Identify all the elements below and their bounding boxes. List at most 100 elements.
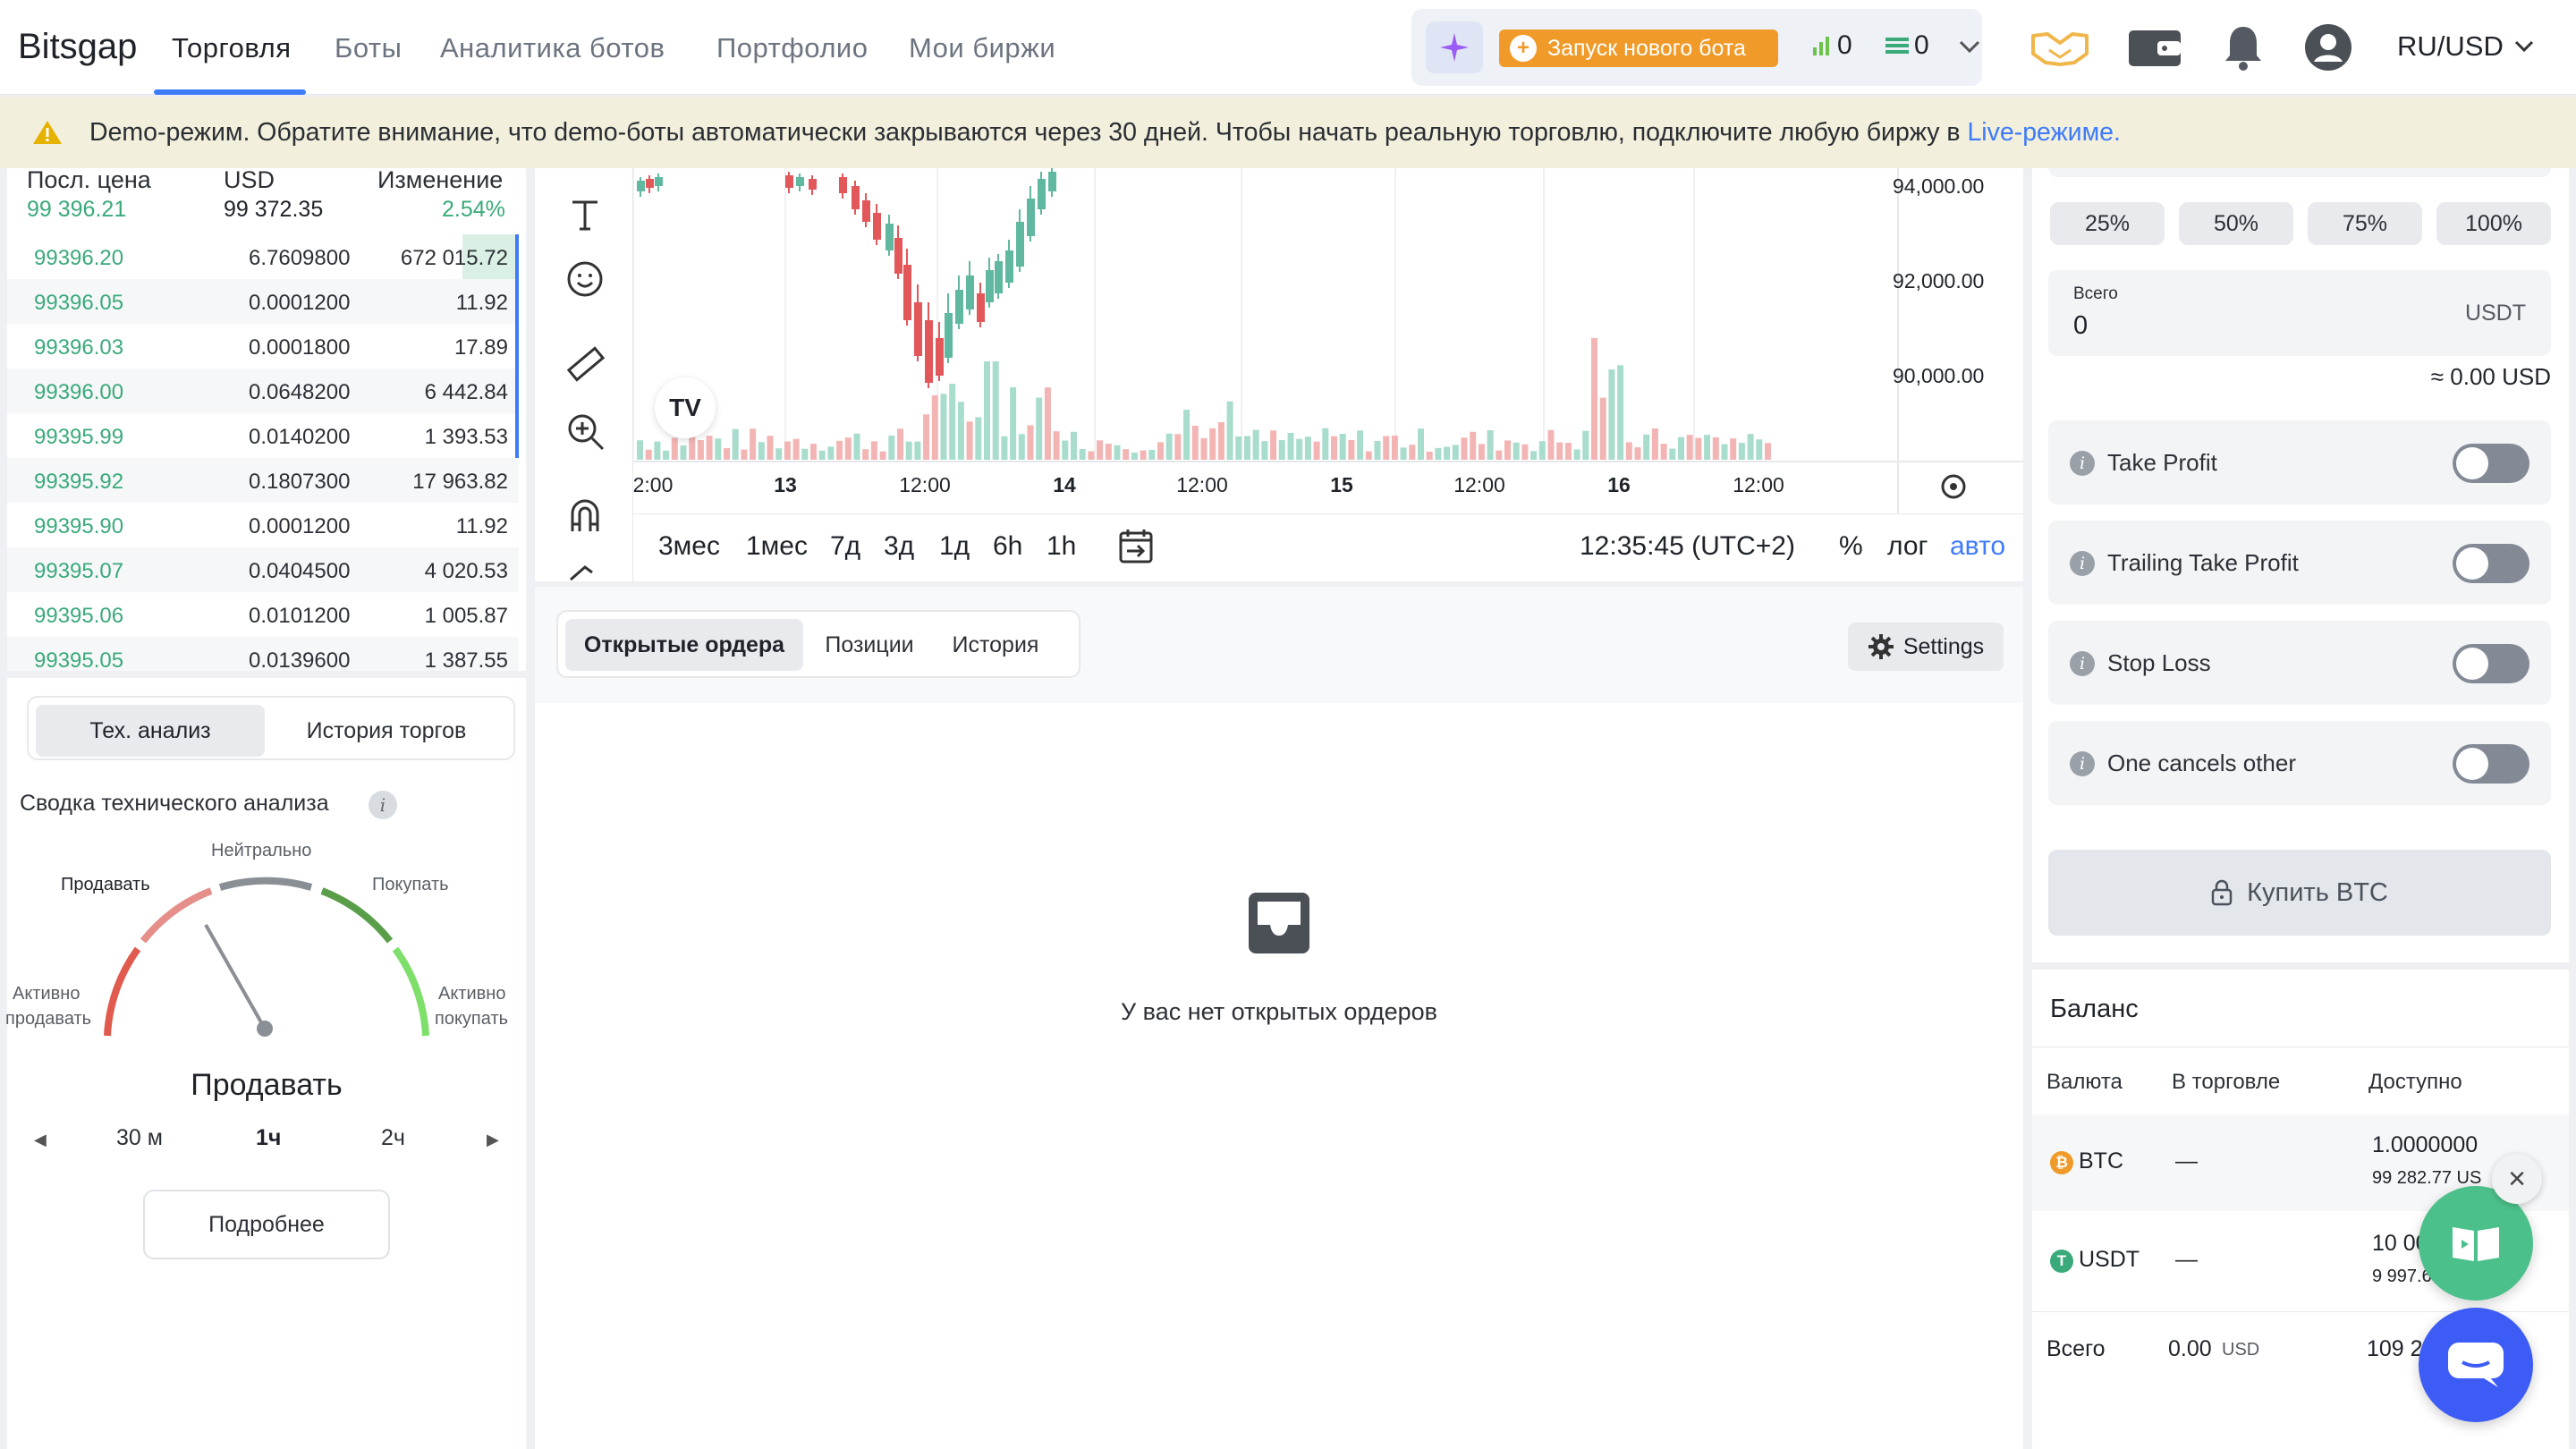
tf-1d[interactable]: 1д [939, 531, 970, 561]
percent-50-button[interactable]: 50% [2179, 202, 2293, 245]
orderbook-row[interactable]: 99395.05 0.0139600 1 387.55 [7, 637, 519, 671]
tab-trade-history[interactable]: История торгов [306, 717, 467, 743]
bots-counter[interactable]: 0 [1812, 30, 1852, 61]
sparkle-icon [1440, 33, 1469, 62]
tab-portfolio[interactable]: Портфолио [716, 32, 869, 64]
ruler-tool-icon[interactable] [565, 343, 606, 385]
info-icon[interactable]: i [2070, 751, 2095, 776]
orderbook-row[interactable]: 99396.03 0.0001800 17.89 [7, 324, 519, 369]
info-icon[interactable]: i [369, 791, 397, 819]
percent-25-button[interactable]: 25% [2050, 202, 2165, 245]
tf-7d[interactable]: 7д [830, 531, 861, 561]
tab-history[interactable]: История [952, 631, 1039, 657]
volume-bar [1617, 365, 1624, 460]
scale-log[interactable]: лог [1887, 531, 1928, 561]
info-icon[interactable]: i [2070, 451, 2095, 476]
zoom-in-icon[interactable] [565, 411, 606, 453]
orderbook-total: 1 387.55 [424, 648, 508, 671]
chevron-right-icon[interactable]: ▶ [487, 1131, 499, 1148]
bell-icon[interactable] [2220, 21, 2267, 73]
candle-body [1027, 199, 1035, 236]
tf-3m[interactable]: 3мес [658, 531, 720, 561]
chevron-down-icon[interactable] [1953, 30, 1986, 63]
summary-title: Сводка технического анализа [20, 791, 329, 816]
launch-new-bot-button[interactable]: + Запуск нового бота [1499, 30, 1778, 67]
chevron-left-icon[interactable]: ◀ [34, 1131, 47, 1148]
volume-bar [671, 437, 678, 460]
tab-my-exchanges[interactable]: Мои биржи [909, 32, 1056, 64]
pencil-icon[interactable] [567, 565, 603, 581]
details-button[interactable]: Подробнее [143, 1190, 390, 1259]
wallet-icon[interactable] [2125, 25, 2184, 72]
price-tick-label: 92,000.00 [1893, 269, 1984, 292]
tf-1m[interactable]: 1мес [746, 531, 808, 561]
volume-bar [1470, 431, 1477, 460]
ai-sparkle-button[interactable] [1426, 21, 1483, 73]
orderbook-amount: 0.0139600 [249, 648, 351, 671]
volume-bar [654, 441, 661, 460]
text-tool-icon[interactable] [565, 195, 605, 234]
settings-button[interactable]: Settings [1848, 623, 2004, 671]
volume-bar [1322, 428, 1329, 460]
percent-100-button[interactable]: 100% [2436, 202, 2551, 245]
video-guide-button[interactable] [2419, 1186, 2533, 1301]
info-icon[interactable]: i [2070, 551, 2095, 576]
scale-auto[interactable]: авто [1950, 531, 2006, 561]
orderbook-row[interactable]: 99395.07 0.0404500 4 020.53 [7, 547, 519, 592]
trailing-take-profit-toggle[interactable] [2453, 544, 2529, 583]
volume-bar [1123, 449, 1130, 460]
stop-loss-toggle[interactable] [2453, 644, 2529, 683]
tab-bots[interactable]: Боты [335, 32, 402, 64]
tf-3d[interactable]: 3д [884, 531, 915, 561]
logo[interactable]: Bitsgap [18, 27, 138, 66]
tab-tech-analysis[interactable]: Тех. анализ [36, 705, 265, 757]
orders-counter[interactable]: 0 [1885, 30, 1929, 61]
take-profit-toggle[interactable] [2453, 444, 2529, 483]
orderbook-row[interactable]: 99396.00 0.0648200 6 442.84 [7, 369, 519, 413]
chat-support-button[interactable] [2419, 1308, 2533, 1422]
candle-body [852, 186, 860, 209]
emoji-tool-icon[interactable] [565, 259, 605, 299]
volume-bar [1738, 443, 1745, 460]
orderbook-amount: 6.7609800 [249, 246, 351, 270]
handshake-icon[interactable] [2029, 23, 2091, 73]
orderbook-row[interactable]: 99396.05 0.0001200 11.92 [7, 279, 519, 324]
close-icon[interactable]: × [2492, 1154, 2542, 1204]
volume-bar [1730, 438, 1737, 460]
chart-clock[interactable]: 12:35:45 (UTC+2) [1580, 531, 1795, 561]
orderbook-row[interactable]: 99395.92 0.1807300 17 963.82 [7, 458, 519, 503]
orderbook-row[interactable]: 99395.06 0.0101200 1 005.87 [7, 592, 519, 637]
candlestick-chart[interactable]: 94,000.00 92,000.00 90,000.00 2:00 13 12:00 14… [633, 168, 2023, 513]
user-avatar-icon[interactable] [2302, 21, 2354, 73]
orderbook-row[interactable]: 99395.99 0.0140200 1 393.53 [7, 413, 519, 458]
calendar-goto-icon[interactable] [1118, 528, 1154, 565]
tab-positions[interactable]: Позиции [825, 631, 914, 657]
one-cancels-other-toggle[interactable] [2453, 744, 2529, 784]
tf-1h[interactable]: 1h [1046, 531, 1077, 561]
orderbook-row[interactable]: 99396.20 6.7609800 672 015.72 [7, 234, 519, 279]
volume-bar [715, 438, 722, 460]
volume-bar [1608, 369, 1615, 460]
video-book-icon [2453, 1227, 2499, 1261]
volume-bar [1478, 444, 1485, 460]
tab-trading[interactable]: Торговля [172, 32, 292, 64]
tradingview-logo-icon[interactable]: TV [655, 377, 716, 438]
percent-75-button[interactable]: 75% [2308, 202, 2422, 245]
tab-bot-analytics[interactable]: Аналитика ботов [440, 32, 665, 64]
candle-body [796, 177, 804, 186]
interval-30m[interactable]: 30 м [116, 1125, 163, 1150]
volume-bar [1001, 436, 1008, 460]
tab-open-orders[interactable]: Открытые ордера [565, 619, 803, 671]
buy-btc-button[interactable]: Купить BTC [2048, 850, 2551, 936]
live-mode-link[interactable]: Live-режиме. [1967, 117, 2121, 147]
orderbook-row[interactable]: 99395.90 0.0001200 11.92 [7, 503, 519, 547]
scale-percent[interactable]: % [1839, 531, 1863, 561]
total-field[interactable]: Всего 0 USDT [2048, 270, 2551, 356]
in-trade-value: — [2175, 1148, 2198, 1174]
tf-6h[interactable]: 6h [993, 531, 1023, 561]
magnet-icon[interactable] [565, 496, 605, 535]
interval-1h[interactable]: 1ч [256, 1125, 282, 1150]
interval-2h[interactable]: 2ч [381, 1125, 405, 1150]
info-icon[interactable]: i [2070, 651, 2095, 676]
language-currency-select[interactable]: RU/USD [2397, 30, 2534, 63]
